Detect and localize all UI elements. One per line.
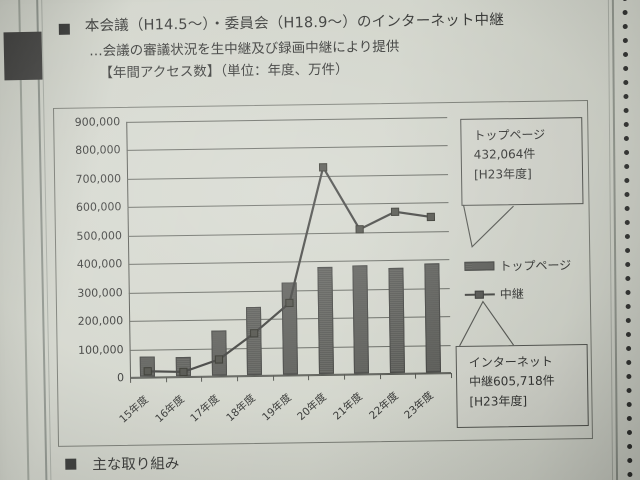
x-axis-tick — [450, 373, 453, 379]
x-axis-tick — [130, 377, 132, 383]
callout-chuukei-line-3: [H23年度] — [469, 393, 528, 409]
line-marker-19年度 — [286, 299, 293, 306]
y-axis-tick-label: 0 — [116, 371, 125, 385]
y-axis-tick-label: 500,000 — [76, 228, 123, 243]
callout-toppage: トップページ 432,064件 [H23年度] — [460, 117, 584, 206]
legend-label-toppage: トップページ — [499, 258, 572, 274]
y-axis-tick-label: 200,000 — [77, 314, 124, 328]
y-axis-tick-label: 700,000 — [75, 172, 122, 186]
callout-toppage-line-2: 432,064件 — [473, 147, 536, 163]
x-axis-tick-label-15年度: 15年度 — [117, 393, 151, 426]
y-axis-tick-label: 800,000 — [75, 143, 121, 158]
x-axis-tick — [308, 375, 310, 381]
x-axis-tick-label-17年度: 17年度 — [188, 392, 222, 425]
y-axis-tick-label: 100,000 — [78, 342, 124, 357]
line-series-chuukei — [126, 117, 451, 378]
callout-toppage-line-3: [H23年度] — [473, 166, 532, 182]
x-axis-tick — [379, 374, 381, 380]
x-axis-tick-label-16年度: 16年度 — [152, 393, 187, 426]
line-marker-15年度 — [144, 368, 151, 375]
callout-chuukei-line-1: インターネット — [468, 354, 553, 370]
callout-chuukei-line-2: 中継605,718件 — [469, 373, 555, 390]
callout-toppage-tail — [462, 204, 514, 248]
x-axis-tick-label-20年度: 20年度 — [295, 391, 329, 424]
callout-chuukei-tail — [459, 300, 515, 347]
line-marker-21年度 — [356, 226, 363, 233]
heading-line-1: 本会議（H14.5～）・委員会（H18.9～）のインターネット中継 — [84, 12, 505, 35]
x-axis-tick-label-19年度: 19年度 — [259, 391, 294, 424]
x-axis-tick — [272, 375, 274, 381]
line-marker-22年度 — [391, 208, 398, 215]
line-marker-23年度 — [427, 213, 434, 220]
legend-bar-swatch-icon — [464, 261, 495, 271]
line-marker-16年度 — [180, 368, 187, 375]
x-axis-tick-label-18年度: 18年度 — [224, 392, 258, 425]
line-path-chuukei — [145, 166, 433, 373]
x-axis-tick-label-23年度: 23年度 — [402, 389, 436, 422]
line-marker-18年度 — [251, 330, 258, 337]
x-axis-tick — [415, 373, 417, 379]
x-axis-tick-label-21年度: 21年度 — [330, 390, 365, 423]
x-axis-tick — [237, 376, 239, 382]
chart-plot-area: 0 100,000 200,000 300,000 400,000 500,000 600,… — [75, 115, 453, 426]
legend-item-toppage: トップページ — [464, 256, 571, 275]
x-axis-tick — [344, 374, 346, 380]
line-marker-20年度 — [319, 164, 326, 171]
x-axis-tick — [201, 376, 203, 382]
heading-block: 本会議（H14.5～）・委員会（H18.9～）のインターネット中継 …会議の審議… — [58, 10, 600, 82]
x-axis-tick-label-22年度: 22年度 — [366, 390, 401, 422]
x-axis-tick — [165, 377, 167, 383]
callout-chuukei: インターネット 中継605,718件 [H23年度] — [455, 344, 589, 428]
y-axis-tick-label: 400,000 — [76, 257, 123, 272]
square-bullet-icon-footer — [65, 458, 77, 470]
footer-block: 主な取り組み — [65, 452, 179, 475]
callout-toppage-line-1: トップページ — [473, 127, 546, 143]
square-bullet-icon — [58, 23, 70, 35]
chart-container: 0 100,000 200,000 300,000 400,000 500,000 600,… — [53, 100, 593, 447]
y-axis-tick-label: 300,000 — [77, 285, 123, 300]
y-axis-tick-label: 900,000 — [74, 115, 121, 129]
line-marker-17年度 — [215, 356, 222, 363]
footer-text: 主な取り組み — [92, 456, 180, 474]
legend-line-swatch-icon — [465, 289, 495, 298]
y-axis-tick-label: 600,000 — [75, 200, 122, 215]
